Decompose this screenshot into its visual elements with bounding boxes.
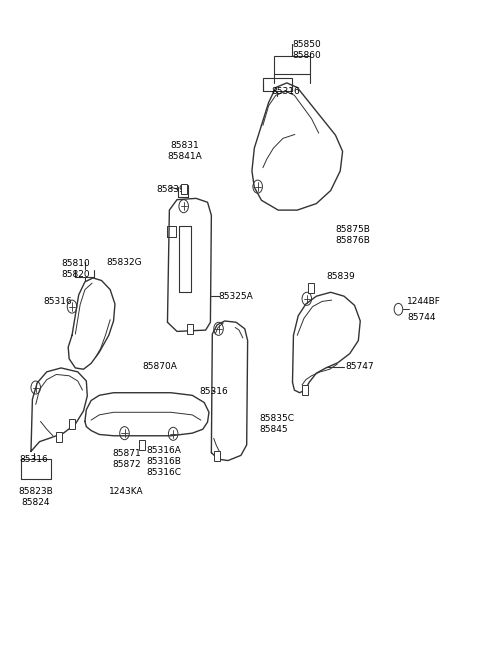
Text: 85316: 85316: [199, 387, 228, 396]
Text: 85871
85872: 85871 85872: [112, 449, 141, 469]
Text: 85744: 85744: [407, 312, 435, 322]
Bar: [187, 324, 193, 334]
Text: 1244BF: 1244BF: [407, 297, 441, 306]
Text: 85839: 85839: [156, 185, 185, 194]
Text: 85850
85860: 85850 85860: [292, 40, 321, 60]
Text: 85870A: 85870A: [142, 362, 177, 371]
Text: 85839: 85839: [326, 272, 355, 281]
Bar: [56, 432, 62, 442]
Bar: [69, 419, 75, 429]
Text: 85823B
85824: 85823B 85824: [18, 487, 53, 507]
Bar: [214, 451, 220, 461]
Bar: [302, 385, 308, 395]
Text: 85831
85841A: 85831 85841A: [168, 141, 203, 161]
Text: 85316: 85316: [271, 87, 300, 96]
Text: 85875B
85876B: 85875B 85876B: [336, 225, 370, 245]
Bar: [180, 184, 187, 195]
Text: 85835C
85845: 85835C 85845: [259, 414, 294, 434]
Text: 85325A: 85325A: [218, 291, 253, 301]
Text: 85316: 85316: [43, 297, 72, 306]
Bar: [139, 440, 145, 450]
Text: 1243KA: 1243KA: [109, 487, 144, 496]
Text: 85747: 85747: [345, 362, 373, 371]
Text: 85316A
85316B
85316C: 85316A 85316B 85316C: [146, 446, 181, 477]
Bar: [308, 283, 314, 293]
Text: 85832G: 85832G: [107, 258, 142, 267]
FancyBboxPatch shape: [263, 79, 291, 92]
Text: 85810
85820: 85810 85820: [61, 259, 90, 279]
Text: 85316: 85316: [20, 455, 48, 464]
FancyBboxPatch shape: [275, 56, 310, 75]
